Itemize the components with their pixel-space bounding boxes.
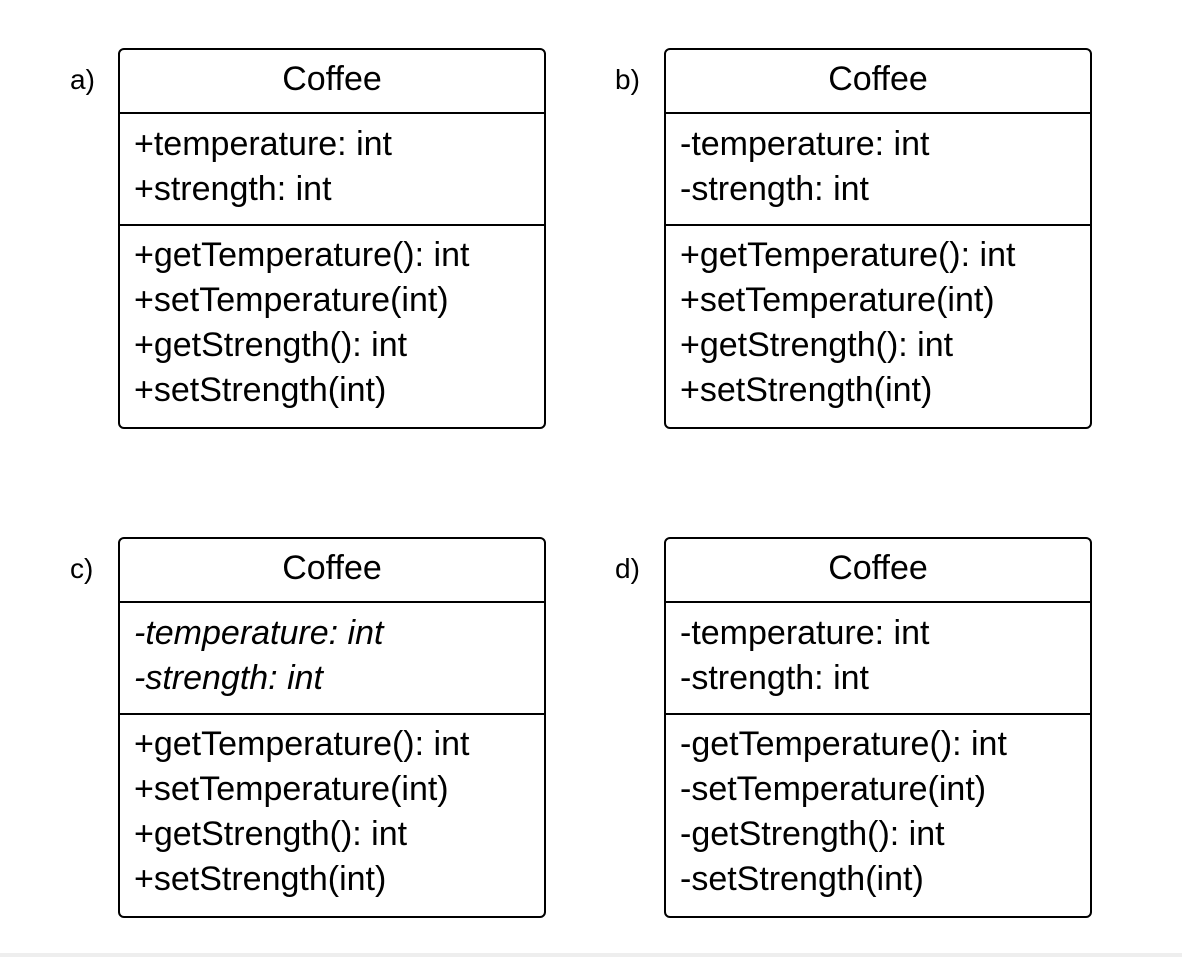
option-label: b) — [615, 64, 640, 95]
method-set-temperature: +setTemperature(int) — [134, 281, 449, 319]
method-get-strength: +getStrength(): int — [680, 326, 954, 364]
attributes-section: -temperature: int -strength: int — [666, 603, 1090, 715]
attribute-temperature: -temperature: int — [134, 614, 384, 652]
uml-class-box: Coffee -temperature: int -strength: int … — [118, 537, 546, 918]
method-set-strength: +setStrength(int) — [134, 371, 387, 409]
method-set-strength: -setStrength(int) — [680, 860, 924, 898]
methods-section: +getTemperature(): int +setTemperature(i… — [666, 226, 1090, 427]
uml-class-box: Coffee -temperature: int -strength: int … — [664, 537, 1092, 918]
option-label: a) — [70, 64, 95, 95]
attribute-strength: +strength: int — [134, 170, 332, 208]
attributes-section: -temperature: int -strength: int — [120, 603, 544, 715]
methods-section: -getTemperature(): int -setTemperature(i… — [666, 715, 1090, 916]
methods-section: +getTemperature(): int +setTemperature(i… — [120, 715, 544, 916]
class-name: Coffee — [120, 539, 544, 603]
method-get-temperature: +getTemperature(): int — [134, 236, 470, 274]
method-get-strength: -getStrength(): int — [680, 815, 945, 853]
method-get-strength: +getStrength(): int — [134, 326, 408, 364]
class-name: Coffee — [666, 539, 1090, 603]
page-bottom-divider — [0, 953, 1182, 957]
attribute-temperature: -temperature: int — [680, 125, 930, 163]
method-set-strength: +setStrength(int) — [680, 371, 933, 409]
method-set-strength: +setStrength(int) — [134, 860, 387, 898]
option-label: d) — [615, 553, 640, 584]
method-set-temperature: +setTemperature(int) — [680, 281, 995, 319]
attribute-temperature: -temperature: int — [680, 614, 930, 652]
attribute-temperature: +temperature: int — [134, 125, 392, 163]
option-label: c) — [70, 553, 94, 584]
method-get-temperature: +getTemperature(): int — [680, 236, 1016, 274]
method-set-temperature: -setTemperature(int) — [680, 770, 987, 808]
methods-section: +getTemperature(): int +setTemperature(i… — [120, 226, 544, 427]
method-set-temperature: +setTemperature(int) — [134, 770, 449, 808]
class-name: Coffee — [120, 50, 544, 114]
attribute-strength: -strength: int — [680, 170, 869, 208]
class-name: Coffee — [666, 50, 1090, 114]
method-get-strength: +getStrength(): int — [134, 815, 408, 853]
method-get-temperature: -getTemperature(): int — [680, 725, 1007, 763]
method-get-temperature: +getTemperature(): int — [134, 725, 470, 763]
attributes-section: +temperature: int +strength: int — [120, 114, 544, 226]
uml-class-box: Coffee -temperature: int -strength: int … — [664, 48, 1092, 429]
attribute-strength: -strength: int — [680, 659, 869, 697]
attributes-section: -temperature: int -strength: int — [666, 114, 1090, 226]
uml-class-box: Coffee +temperature: int +strength: int … — [118, 48, 546, 429]
attribute-strength: -strength: int — [134, 659, 323, 697]
